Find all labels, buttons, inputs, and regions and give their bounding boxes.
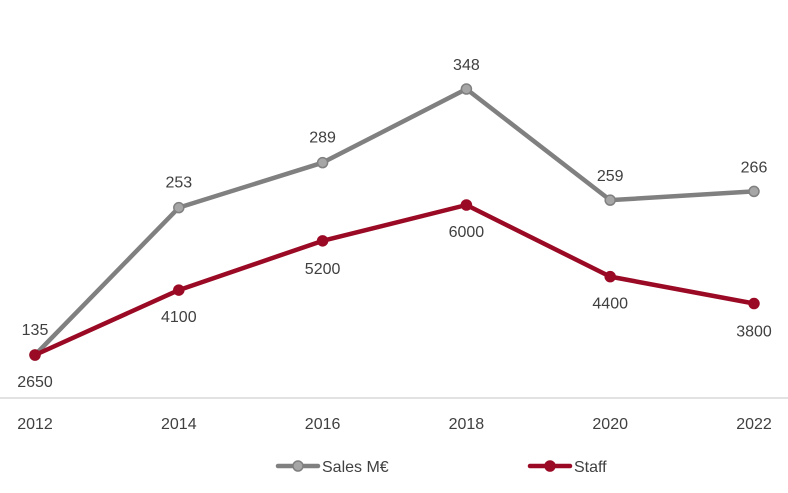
data-point-sales-2016 bbox=[316, 156, 329, 169]
data-label-staff-2012: 2650 bbox=[17, 374, 53, 391]
data-label-sales-2014: 253 bbox=[165, 175, 192, 192]
x-axis-ticks: 2012 2014 2016 2018 2020 2022 bbox=[17, 416, 772, 433]
data-label-sales-2018: 348 bbox=[453, 57, 480, 74]
data-label-staff-2020: 4400 bbox=[592, 296, 628, 313]
data-point-staff-2022 bbox=[748, 297, 760, 310]
legend-swatch-marker-staff bbox=[544, 460, 556, 472]
x-tick-label-2012: 2012 bbox=[17, 416, 53, 433]
data-label-staff-2022: 3800 bbox=[736, 324, 772, 341]
data-label-sales-2020: 259 bbox=[597, 168, 624, 185]
x-tick-label-2016: 2016 bbox=[305, 416, 341, 433]
series-layer: 135 253 289 348 259 266 2650 4100 5200 6000 4400 38… bbox=[17, 57, 772, 391]
series-line-staff bbox=[32, 202, 757, 358]
data-point-staff-2014 bbox=[173, 284, 185, 296]
data-point-sales-2020 bbox=[604, 194, 616, 206]
data-point-sales-2014 bbox=[173, 201, 185, 214]
x-tick-label-2022: 2022 bbox=[736, 416, 772, 433]
legend-swatch-marker-sales bbox=[292, 460, 304, 472]
legend-label-sales: Sales M€ bbox=[322, 459, 389, 476]
legend-item-staff: Staff bbox=[527, 459, 607, 476]
data-label-sales-2012: 135 bbox=[22, 322, 49, 339]
data-label-sales-2016: 289 bbox=[309, 130, 336, 147]
data-label-sales-2022: 266 bbox=[741, 159, 768, 176]
legend: Sales M€ Staff bbox=[275, 459, 607, 476]
series-sales bbox=[29, 83, 760, 361]
data-point-staff-2016 bbox=[316, 235, 329, 247]
data-point-sales-2018 bbox=[460, 83, 473, 95]
legend-item-sales: Sales M€ bbox=[275, 459, 389, 476]
x-tick-label-2014: 2014 bbox=[161, 416, 197, 433]
data-point-staff-2012 bbox=[29, 349, 41, 361]
data-label-staff-2018: 6000 bbox=[449, 224, 485, 241]
x-tick-label-2018: 2018 bbox=[449, 416, 485, 433]
data-label-staff-2016: 5200 bbox=[305, 261, 341, 278]
legend-label-staff: Staff bbox=[574, 459, 607, 476]
series-line-sales bbox=[32, 86, 757, 358]
x-tick-label-2020: 2020 bbox=[592, 416, 628, 433]
series-staff bbox=[29, 199, 760, 361]
data-point-staff-2020 bbox=[604, 270, 616, 283]
data-point-staff-2018 bbox=[460, 199, 473, 211]
data-point-sales-2022 bbox=[748, 185, 760, 198]
data-label-staff-2014: 4100 bbox=[161, 309, 197, 326]
